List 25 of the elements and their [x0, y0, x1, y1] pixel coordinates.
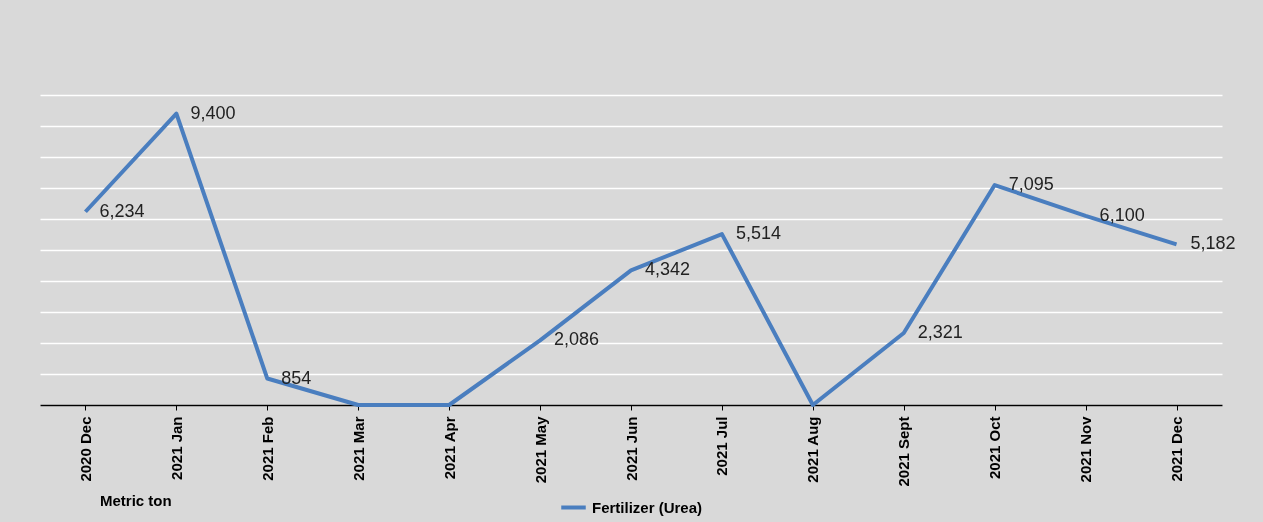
data-label: 4,342 — [645, 259, 691, 280]
x-tick-label: 2021 Feb — [258, 416, 276, 481]
x-tick-label: 2021 May — [531, 415, 549, 484]
data-label: 5,182 — [1190, 233, 1236, 254]
data-label: 7,095 — [1008, 174, 1054, 195]
x-tick-label: 2021 Jul — [713, 416, 731, 476]
x-tick-label: 2021 Apr — [440, 416, 458, 480]
data-label: 5,514 — [735, 223, 781, 244]
x-tick-label: 2020 Dec — [76, 416, 94, 482]
data-label: 2,086 — [554, 329, 600, 350]
x-tick-label: 2021 Oct — [986, 416, 1004, 480]
x-tick-label: 2021 Mar — [349, 416, 367, 481]
x-tick-label: 2021 Jun — [622, 416, 640, 481]
data-label: 2,321 — [917, 322, 963, 343]
x-tick-label: 2021 Jan — [167, 416, 185, 480]
x-tick-label: 2021 Nov — [1077, 415, 1095, 483]
data-label: 6,100 — [1099, 204, 1145, 225]
x-tick-label: 2021 Aug — [804, 416, 822, 483]
data-label: 6,234 — [99, 200, 145, 221]
legend-label: Fertilizer (Urea) — [592, 498, 703, 516]
x-tick-label: 2021 Sept — [895, 416, 913, 487]
data-label: 9,400 — [190, 102, 236, 123]
data-label: 854 — [281, 367, 312, 388]
x-tick-label: 2021 Dec — [1168, 416, 1186, 482]
text: Metric ton — [100, 492, 172, 509]
